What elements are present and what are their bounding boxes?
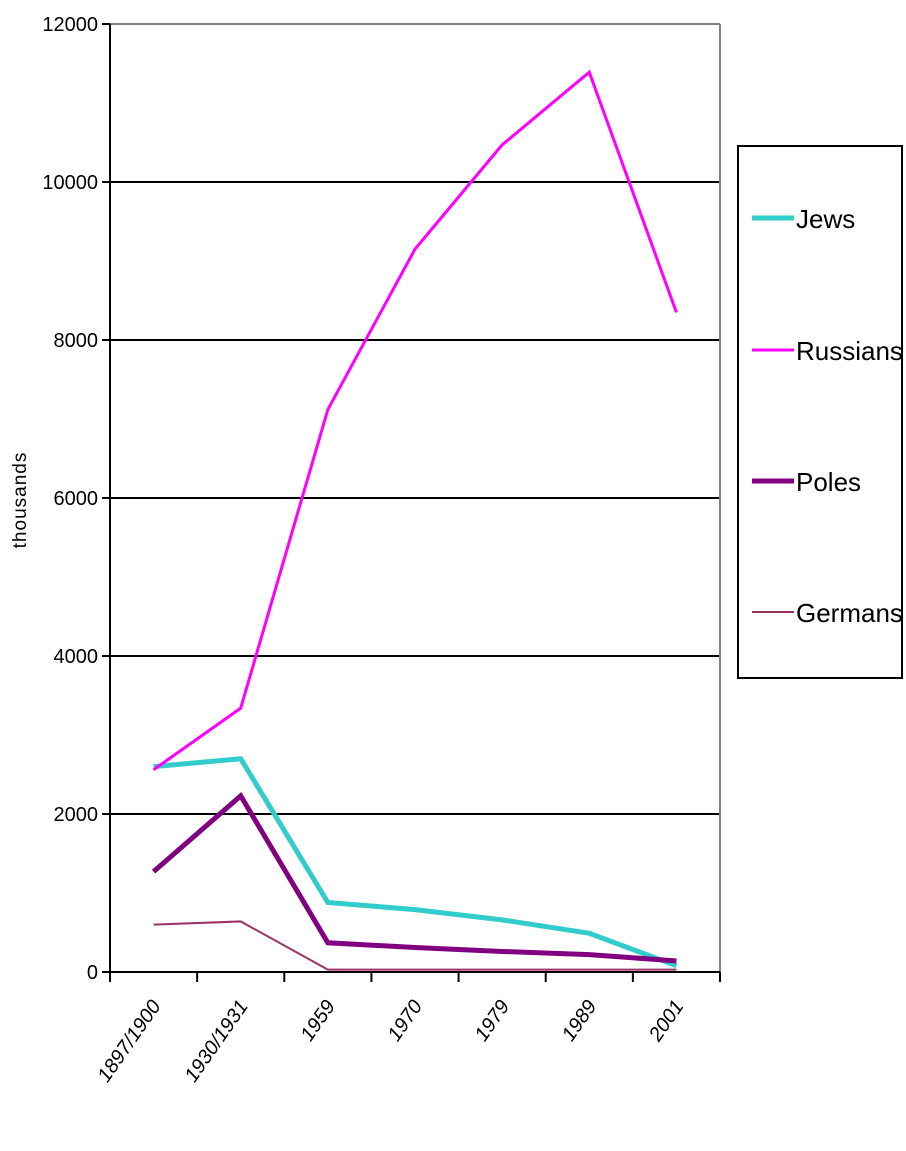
x-tick-label: 1959 (296, 996, 340, 1045)
y-tick-label: 6000 (54, 488, 99, 510)
x-tick-label: 1979 (471, 996, 515, 1045)
y-tick-label: 0 (87, 962, 98, 984)
x-tick-label: 1970 (384, 996, 428, 1045)
series-lines (151, 69, 678, 971)
series-line-poles (151, 791, 677, 964)
legend-label-jews: Jews (796, 204, 855, 234)
y-tick-label: 2000 (54, 804, 99, 826)
gridlines (110, 23, 720, 815)
x-tick-label: 1930/1931 (181, 996, 253, 1086)
y-tick-label: 8000 (54, 330, 99, 352)
series-line-germans (153, 920, 677, 971)
legend-label-poles: Poles (796, 467, 861, 497)
x-tick-label: 1989 (558, 996, 602, 1045)
legend: Jews Russians Poles Germans (737, 145, 903, 679)
series-line-russians (152, 69, 678, 771)
legend-box (737, 145, 903, 679)
series-line-jews (153, 756, 678, 969)
y-tick-label: 10000 (42, 172, 98, 194)
legend-label-russians: Russians (796, 336, 903, 366)
y-axis-title: thousands (10, 452, 31, 549)
legend-label-germans: Germans (796, 598, 903, 628)
y-tick-label: 12000 (42, 14, 98, 36)
y-tick-label: 4000 (54, 646, 99, 668)
x-tick-label: 2001 (644, 996, 688, 1046)
x-axis-ticks: 1897/1900 1930/1931 1959 1970 1979 1989 2001 (93, 972, 721, 1086)
x-tick-label: 1897/1900 (93, 996, 165, 1086)
y-axis-ticks: 0 2000 4000 6000 8000 10000 12000 (42, 14, 110, 984)
